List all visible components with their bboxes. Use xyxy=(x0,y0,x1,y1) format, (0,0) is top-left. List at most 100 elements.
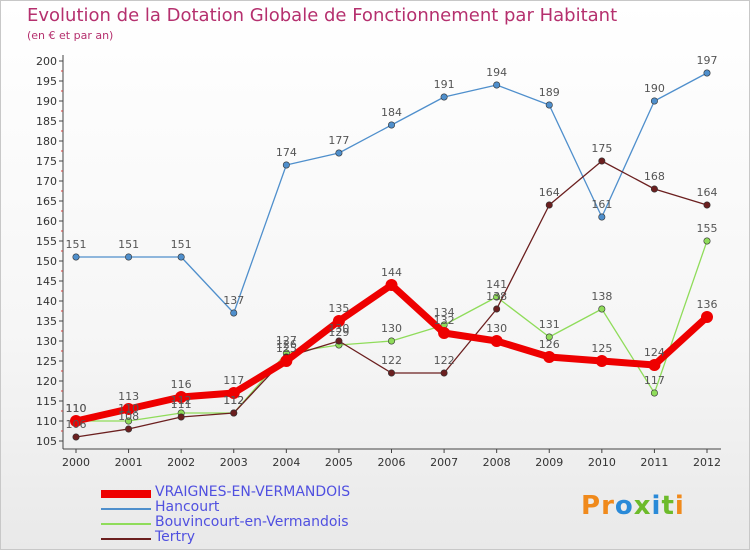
series-point xyxy=(493,81,501,89)
y-tick-label: 160 xyxy=(36,215,57,228)
series-point xyxy=(545,333,553,341)
x-tick-label: 2001 xyxy=(115,456,143,469)
x-tick-label: 2005 xyxy=(325,456,353,469)
x-tick-label: 2008 xyxy=(483,456,511,469)
data-label: 151 xyxy=(66,238,87,251)
data-label: 155 xyxy=(697,222,718,235)
data-label: 174 xyxy=(276,146,297,159)
series-point xyxy=(122,403,135,415)
series-point xyxy=(125,253,133,261)
x-tick-label: 2006 xyxy=(378,456,406,469)
data-label: 125 xyxy=(276,342,297,355)
series-point xyxy=(493,305,501,313)
y-tick-label: 135 xyxy=(36,315,57,328)
data-label: 164 xyxy=(539,186,560,199)
data-label: 108 xyxy=(118,410,139,423)
data-label: 117 xyxy=(644,374,665,387)
series-point xyxy=(490,335,503,347)
data-label: 138 xyxy=(591,290,612,303)
y-tick-label: 175 xyxy=(36,155,57,168)
series-point xyxy=(72,253,80,261)
series-point xyxy=(703,237,711,245)
series-point xyxy=(227,387,240,399)
x-tick-label: 2004 xyxy=(272,456,300,469)
data-label: 125 xyxy=(591,342,612,355)
y-tick-label: 195 xyxy=(36,75,57,88)
data-label: 132 xyxy=(434,314,455,327)
data-label: 126 xyxy=(539,338,560,351)
legend-swatch xyxy=(101,523,151,525)
x-tick-label: 2012 xyxy=(693,456,721,469)
data-label: 135 xyxy=(328,302,349,315)
series-point xyxy=(177,413,185,421)
data-label: 184 xyxy=(381,106,402,119)
series-point xyxy=(543,351,556,363)
x-tick-label: 2009 xyxy=(535,456,563,469)
y-tick-label: 165 xyxy=(36,195,57,208)
data-label: 191 xyxy=(434,78,455,91)
data-label: 151 xyxy=(118,238,139,251)
series-point xyxy=(648,359,661,371)
y-tick-label: 200 xyxy=(36,55,57,68)
chart-subtitle: (en € et par an) xyxy=(27,29,114,42)
series-point xyxy=(545,201,553,209)
data-label: 122 xyxy=(434,354,455,367)
y-tick-label: 145 xyxy=(36,275,57,288)
series-point xyxy=(387,369,395,377)
data-label: 189 xyxy=(539,86,560,99)
y-tick-label: 185 xyxy=(36,115,57,128)
series-point xyxy=(650,185,658,193)
y-tick-label: 190 xyxy=(36,95,57,108)
series-point xyxy=(387,121,395,129)
series-point xyxy=(598,213,606,221)
series-point xyxy=(387,337,395,345)
data-label: 144 xyxy=(381,266,402,279)
x-tick-label: 2011 xyxy=(640,456,668,469)
y-tick-label: 125 xyxy=(36,355,57,368)
series-point xyxy=(335,149,343,157)
data-label: 168 xyxy=(644,170,665,183)
x-tick-label: 2003 xyxy=(220,456,248,469)
data-label: 110 xyxy=(66,402,87,415)
series-point xyxy=(703,201,711,209)
series-point xyxy=(125,425,133,433)
legend-label: Bouvincourt-en-Vermandois xyxy=(155,514,349,530)
data-label: 112 xyxy=(223,394,244,407)
legend-swatch xyxy=(101,538,151,540)
series-point xyxy=(440,369,448,377)
chart-title: Evolution de la Dotation Globale de Fonc… xyxy=(27,5,618,26)
series-point xyxy=(598,305,606,313)
data-label: 151 xyxy=(171,238,192,251)
series-point xyxy=(72,433,80,441)
series-point xyxy=(650,389,658,397)
y-tick-label: 140 xyxy=(36,295,57,308)
data-label: 116 xyxy=(171,378,192,391)
data-label: 110 xyxy=(66,402,87,415)
y-tick-label: 130 xyxy=(36,335,57,348)
data-label: 117 xyxy=(223,374,244,387)
proxiti-logo: Proxiti xyxy=(581,491,685,521)
series-point xyxy=(701,311,713,323)
y-tick-label: 110 xyxy=(36,415,57,428)
y-tick-label: 180 xyxy=(36,135,57,148)
y-tick-label: 170 xyxy=(36,175,57,188)
data-label: 111 xyxy=(171,398,192,411)
series-point xyxy=(438,327,451,339)
y-tick-label: 150 xyxy=(36,255,57,268)
data-label: 130 xyxy=(381,322,402,335)
legend-label: VRAIGNES-EN-VERMANDOIS xyxy=(155,484,351,500)
legend-swatch xyxy=(101,508,151,510)
series-point xyxy=(335,337,343,345)
data-label: 129 xyxy=(328,326,349,339)
legend-swatch xyxy=(101,490,151,498)
y-tick-label: 105 xyxy=(36,435,57,448)
data-label: 194 xyxy=(486,66,507,79)
data-label: 112 xyxy=(223,394,244,407)
legend-label: Tertry xyxy=(155,529,196,545)
x-tick-label: 2002 xyxy=(167,456,195,469)
data-label: 110 xyxy=(118,402,139,415)
series-point xyxy=(230,309,238,317)
series-point xyxy=(280,355,293,367)
